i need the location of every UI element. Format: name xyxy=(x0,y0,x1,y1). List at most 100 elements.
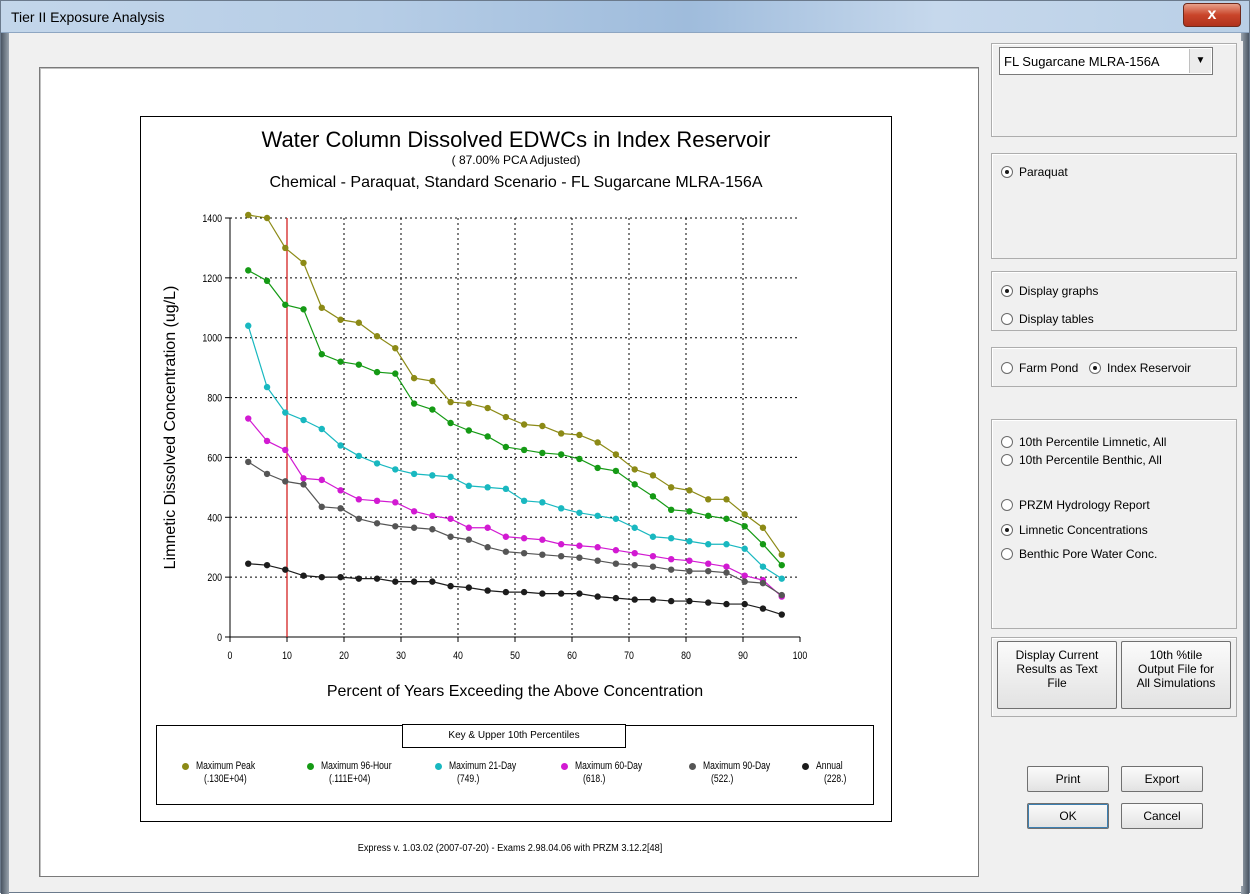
radio-label: Display graphs xyxy=(1019,284,1099,298)
radio-button[interactable] xyxy=(1001,548,1013,560)
data-point xyxy=(484,544,491,551)
data-point xyxy=(392,344,399,352)
data-point xyxy=(300,481,307,488)
title-bar[interactable]: Tier II Exposure Analysis x xyxy=(1,1,1249,33)
radio-przm-hydrology[interactable]: PRZM Hydrology Report xyxy=(1001,498,1150,512)
x-tick-label: 20 xyxy=(339,650,349,662)
data-point xyxy=(355,452,363,460)
data-point xyxy=(484,484,491,491)
radio-10th-limnetic[interactable]: 10th Percentile Limnetic, All xyxy=(1001,435,1166,449)
data-point xyxy=(723,563,730,570)
tenth-percentile-output-button[interactable]: 10th %tile Output File for All Simulatio… xyxy=(1121,641,1231,709)
radio-limnetic-concentrations[interactable]: Limnetic Concentrations xyxy=(1001,523,1148,537)
data-point xyxy=(778,611,785,618)
radio-farm-pond[interactable]: Farm Pond xyxy=(1001,361,1078,375)
data-point xyxy=(447,398,454,406)
data-point xyxy=(649,493,657,500)
data-point xyxy=(447,515,454,522)
data-point xyxy=(263,277,271,285)
chevron-down-icon[interactable]: ▼ xyxy=(1189,49,1211,73)
data-point xyxy=(373,368,381,376)
legend-marker xyxy=(182,763,189,770)
version-footer: Express v. 1.03.02 (2007-07-20) - Exams … xyxy=(357,843,663,854)
radio-button[interactable] xyxy=(1001,285,1013,297)
radio-button[interactable] xyxy=(1001,499,1013,511)
data-point xyxy=(686,557,693,564)
data-point xyxy=(392,578,399,585)
radio-display-graphs[interactable]: Display graphs xyxy=(1001,284,1098,298)
print-button[interactable]: Print xyxy=(1027,766,1109,792)
data-point xyxy=(337,487,344,494)
radio-button[interactable] xyxy=(1089,362,1101,374)
data-point xyxy=(245,560,252,567)
data-point xyxy=(649,552,657,560)
data-point xyxy=(667,555,675,563)
data-point xyxy=(337,358,344,365)
data-point xyxy=(300,416,307,424)
data-point xyxy=(557,505,565,512)
display-text-file-button[interactable]: Display Current Results as Text File xyxy=(997,641,1117,709)
data-point xyxy=(447,473,454,481)
data-point xyxy=(318,573,325,581)
data-point xyxy=(594,464,601,472)
close-button[interactable]: x xyxy=(1183,3,1241,27)
data-point xyxy=(759,579,767,587)
data-point xyxy=(392,466,399,473)
data-point xyxy=(282,301,289,308)
data-point xyxy=(337,505,344,512)
radio-button[interactable] xyxy=(1001,313,1013,325)
data-point xyxy=(612,467,620,475)
data-point xyxy=(631,466,638,473)
ok-button[interactable]: OK xyxy=(1027,803,1109,829)
y-axis-label: Limnetic Dissolved Concentration (ug/L) xyxy=(162,286,179,570)
cancel-button[interactable]: Cancel xyxy=(1121,803,1203,829)
data-point xyxy=(282,446,289,454)
data-point xyxy=(355,515,363,522)
data-point xyxy=(686,597,693,605)
data-point xyxy=(300,572,307,579)
data-point xyxy=(355,361,363,368)
radio-button[interactable] xyxy=(1001,454,1013,466)
data-point xyxy=(245,267,252,274)
export-button[interactable]: Export xyxy=(1121,766,1203,792)
radio-benthic-pore-water[interactable]: Benthic Pore Water Conc. xyxy=(1001,547,1157,561)
data-point xyxy=(557,430,565,437)
y-tick-label: 0 xyxy=(217,632,222,644)
data-point xyxy=(502,588,510,596)
data-point xyxy=(465,427,473,434)
radio-display-tables[interactable]: Display tables xyxy=(1001,312,1094,326)
report-panel xyxy=(991,419,1237,629)
data-point xyxy=(631,481,638,488)
radio-chemical-paraquat[interactable]: Paraquat xyxy=(1001,165,1068,179)
radio-label: PRZM Hydrology Report xyxy=(1019,498,1150,512)
radio-button[interactable] xyxy=(1001,524,1013,536)
radio-10th-benthic[interactable]: 10th Percentile Benthic, All xyxy=(1001,453,1162,467)
legend-value: (522.) xyxy=(711,773,734,785)
data-point xyxy=(429,578,436,585)
radio-button[interactable] xyxy=(1001,362,1013,374)
data-point xyxy=(263,214,271,222)
legend-value: (618.) xyxy=(583,773,606,785)
data-point xyxy=(520,497,528,505)
radio-index-reservoir[interactable]: Index Reservoir xyxy=(1089,361,1191,375)
data-point xyxy=(392,499,399,506)
data-point xyxy=(741,545,748,552)
radio-button[interactable] xyxy=(1001,436,1013,448)
scenario-dropdown[interactable]: FL Sugarcane MLRA-156A ▼ xyxy=(999,47,1213,75)
series-line xyxy=(247,269,783,566)
data-point xyxy=(300,475,307,482)
data-point xyxy=(686,508,693,515)
data-point xyxy=(686,538,693,545)
chart-title: Water Column Dissolved EDWCs in Index Re… xyxy=(261,127,771,152)
x-tick-label: 70 xyxy=(624,650,634,662)
radio-button[interactable] xyxy=(1001,166,1013,178)
data-point xyxy=(631,596,638,603)
data-point xyxy=(705,512,712,519)
data-point xyxy=(520,550,528,557)
x-tick-label: 90 xyxy=(738,650,748,662)
data-point xyxy=(576,509,583,516)
data-point xyxy=(649,533,657,540)
window-title: Tier II Exposure Analysis xyxy=(11,9,165,25)
window-border-right xyxy=(1241,33,1249,894)
radio-label: Benthic Pore Water Conc. xyxy=(1019,547,1158,561)
